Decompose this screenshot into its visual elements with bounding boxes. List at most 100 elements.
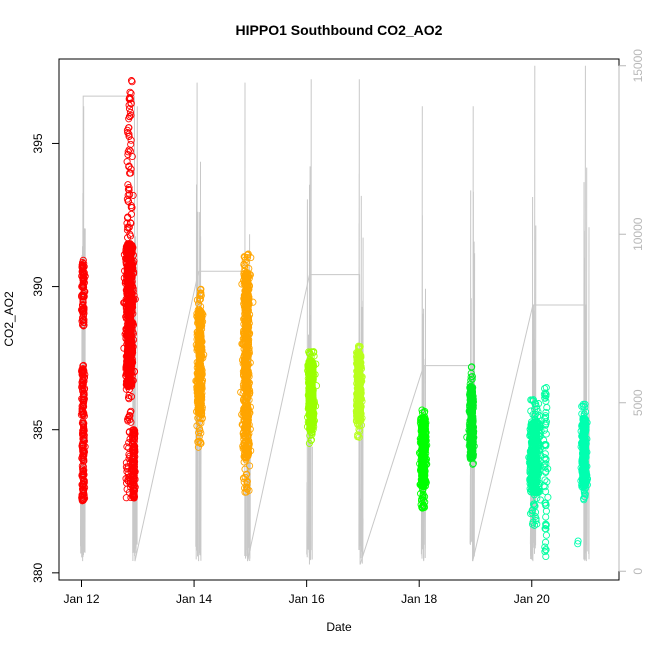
data-point (124, 148, 132, 156)
data-point (127, 202, 135, 210)
data-point (78, 378, 86, 386)
data-point (128, 152, 136, 161)
data-point (80, 367, 88, 376)
data-point (130, 460, 138, 468)
data-point (124, 309, 132, 317)
data-point (127, 393, 136, 401)
data-point (122, 325, 130, 333)
data-point (78, 306, 86, 314)
data-point (127, 89, 135, 97)
x-axis-label: Date (326, 620, 352, 634)
data-point (125, 124, 133, 132)
data-point (123, 158, 131, 166)
data-point (78, 485, 87, 493)
data-point (129, 477, 137, 485)
data-point (125, 318, 133, 326)
data-point (79, 481, 87, 489)
data-point (124, 253, 132, 261)
data-point (78, 317, 86, 325)
data-point (130, 435, 138, 443)
data-point (79, 300, 87, 308)
data-point (124, 414, 132, 422)
data-point (124, 150, 132, 159)
data-point (128, 78, 136, 86)
data-point (125, 223, 133, 231)
data-point (128, 382, 136, 390)
data-point (130, 494, 138, 502)
series-jan-14-a (192, 285, 208, 451)
data-point (79, 448, 87, 456)
data-point (79, 373, 87, 381)
data-point (125, 132, 133, 140)
data-point (79, 296, 87, 304)
data-point (79, 291, 88, 299)
y-tick-label: 395 (31, 133, 45, 153)
data-point (125, 105, 134, 113)
data-point (126, 300, 134, 309)
data-point (126, 232, 135, 240)
series-jan-18-a (415, 406, 431, 512)
data-point (125, 163, 133, 171)
data-point (78, 314, 87, 322)
data-point (79, 362, 87, 370)
data-point (80, 263, 88, 271)
data-point (78, 440, 86, 448)
data-point (79, 310, 87, 318)
data-point (79, 477, 88, 485)
data-point (124, 185, 132, 193)
data-point (127, 77, 136, 85)
data-point (123, 381, 131, 389)
data-point (124, 280, 132, 288)
data-point (79, 275, 87, 283)
data-point (78, 407, 86, 416)
series-jan-12-b (120, 77, 139, 502)
data-point (79, 369, 87, 377)
chart-title: HIPPO1 Southbound CO2_AO2 (236, 22, 443, 38)
data-point (130, 493, 139, 501)
data-point (80, 451, 88, 460)
data-point (123, 359, 131, 367)
data-point (130, 437, 138, 445)
data-point (126, 412, 134, 420)
y-tick-label: 390 (31, 276, 45, 296)
data-point (125, 244, 133, 252)
data-point (78, 471, 86, 480)
data-point (129, 482, 137, 490)
data-point (125, 186, 133, 194)
data-point (79, 366, 87, 374)
data-point (127, 262, 135, 270)
data-point (126, 190, 134, 199)
co2-points (77, 77, 591, 561)
data-point (123, 290, 131, 298)
x-tick-label: Jan 12 (63, 592, 99, 606)
data-point (124, 332, 133, 340)
data-point (126, 416, 134, 424)
series-jan-12-a (77, 256, 89, 505)
data-point (124, 129, 132, 137)
data-point (79, 436, 87, 444)
data-point (125, 113, 134, 121)
y-tick-label: 380 (31, 563, 45, 583)
data-point (127, 210, 135, 218)
x-tick-label: Jan 16 (289, 592, 325, 606)
data-point (123, 310, 131, 318)
data-point (79, 496, 87, 504)
y2-tick-label: 15000 (631, 49, 645, 83)
data-point (127, 342, 135, 350)
altitude-connector (134, 271, 200, 562)
data-point (125, 94, 133, 102)
data-point (78, 267, 86, 276)
data-point (78, 282, 86, 291)
y-tick-label: 385 (31, 419, 45, 439)
data-point (127, 111, 135, 119)
data-point (79, 489, 88, 497)
x-tick-label: Jan 20 (514, 592, 550, 606)
data-point (124, 364, 132, 372)
data-point (127, 169, 135, 177)
data-point (127, 136, 135, 144)
y-axis-label: CO2_AO2 (2, 291, 16, 347)
data-point (129, 489, 137, 497)
data-point (79, 418, 87, 426)
data-point (124, 394, 133, 402)
